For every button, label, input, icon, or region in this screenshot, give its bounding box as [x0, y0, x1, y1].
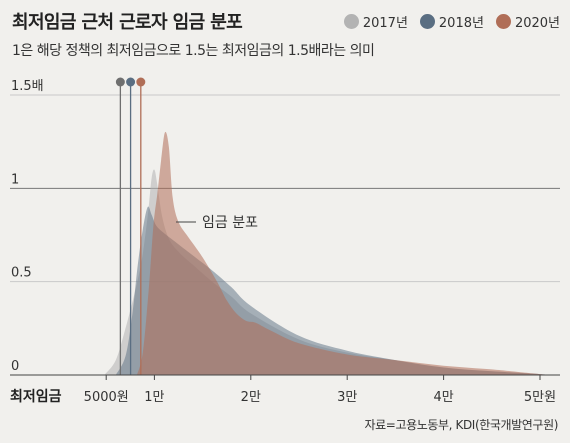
legend-item-2020: 2020년 [495, 12, 560, 31]
chart-subtitle: 1은 해당 정책의 최저임금으로 1.5는 최저임금의 1.5배라는 의미 [12, 43, 375, 59]
legend-swatch-2017 [343, 14, 359, 29]
x-axis-label: 최저임금 [10, 389, 62, 405]
y-tick-label-3: 1.5배 [11, 79, 44, 94]
legend-item-2017: 2017년 [343, 12, 408, 31]
x-tick-label-2: 2만 [241, 390, 261, 405]
source-note: 자료=고용노동부, KDI(한국개발연구원) [364, 418, 559, 432]
legend-swatch-2020 [495, 14, 511, 29]
legend-swatch-2018 [419, 14, 435, 29]
x-tick-label-5: 5만원 [524, 390, 556, 405]
min-wage-marker-2020년 [136, 77, 146, 87]
x-tick-label-3: 3만 [337, 390, 357, 405]
y-tick-label-2: 1 [11, 172, 19, 187]
annotation-label: 임금 분포 [202, 215, 258, 231]
legend-label-2020: 2020년 [514, 16, 560, 31]
chart-title: 최저임금 근처 근로자 임금 분포 [12, 12, 243, 33]
x-tick-label-1: 1만 [144, 390, 164, 405]
x-tick-label-0: 5000원 [84, 390, 129, 405]
legend-label-2017: 2017년 [362, 16, 408, 31]
area-series-2020년 [137, 131, 550, 375]
y-tick-label-0: 0 [11, 359, 19, 374]
min-wage-marker-2018년 [126, 77, 136, 87]
legend: 2017년 2018년 2020년 [343, 12, 560, 31]
min-wage-marker-2017년 [115, 77, 125, 87]
x-tick-label-4: 4만 [433, 390, 453, 405]
y-tick-label-1: 0.5 [11, 266, 32, 281]
legend-item-2018: 2018년 [419, 12, 484, 31]
legend-label-2018: 2018년 [438, 16, 484, 31]
